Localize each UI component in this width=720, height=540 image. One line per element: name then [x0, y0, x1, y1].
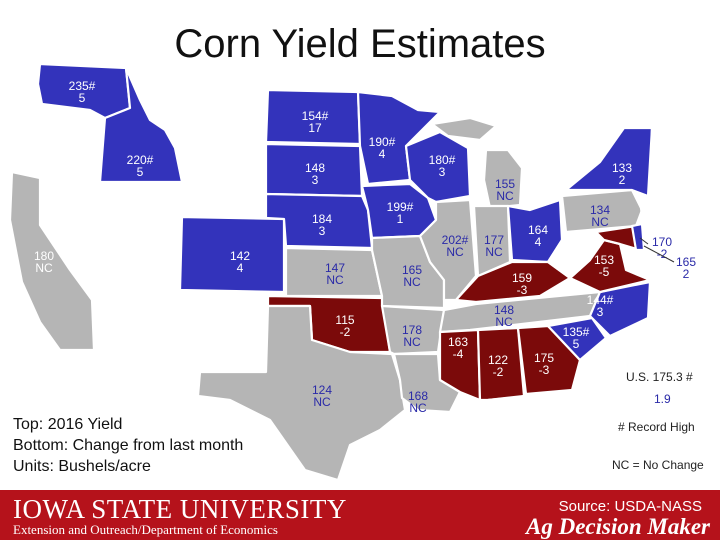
- label-NE: 184 3: [312, 212, 332, 238]
- label-WA: 235# 5: [69, 79, 96, 105]
- state-WV: [546, 230, 598, 280]
- state-New-England: [648, 98, 707, 198]
- label-ND: 154# 17: [302, 109, 329, 135]
- label-IL: 202# NC: [442, 233, 469, 259]
- map-title: Corn Yield Estimates: [174, 22, 546, 66]
- state-IL: [418, 198, 478, 302]
- label-IA: 199# 1: [387, 200, 414, 226]
- label-MI: 155 NC: [495, 177, 515, 203]
- label-NC: 144# 3: [587, 293, 614, 319]
- label-GA: 175 -3: [534, 351, 554, 377]
- leader-MD: [639, 237, 649, 245]
- state-OR: [10, 102, 107, 182]
- label-CA: 180 NC: [34, 249, 54, 275]
- note-units-line: Units: Bushels/acre: [13, 458, 151, 475]
- state-AZ: [90, 286, 182, 394]
- label-AL: 122 -2: [488, 353, 508, 379]
- state-NY: [564, 126, 654, 198]
- department-subtitle: Extension and Outreach/Department of Eco…: [13, 522, 278, 537]
- state-TX: [196, 304, 407, 482]
- label-ID: 220# 5: [127, 153, 154, 179]
- source-credit: Source: USDA-NASS: [558, 498, 702, 515]
- state-VA: [568, 238, 652, 294]
- note-bottom-line: Bottom: Change from last month: [13, 437, 244, 454]
- legend-us-change: 1.9: [654, 392, 671, 406]
- label-MO: 165 NC: [402, 263, 422, 289]
- legend-us-yield: U.S. 175.3 #: [626, 370, 693, 384]
- footer-bar: IOWA STATE UNIVERSITY Extension and Outr…: [0, 490, 720, 540]
- note-top-line: Top: 2016 Yield: [13, 416, 123, 433]
- brand-wordmark: Ag Decision Maker: [526, 514, 710, 539]
- notes-block: Top: 2016 Yield Bottom: Change from last…: [13, 414, 243, 477]
- state-ID: [98, 66, 184, 184]
- state-MI: [482, 148, 524, 210]
- state-SC: [546, 316, 608, 362]
- label-VA: 153 -5: [594, 253, 614, 279]
- label-PA: 134 NC: [590, 203, 610, 229]
- label-KS: 147 NC: [325, 261, 345, 287]
- state-GA: [516, 324, 582, 396]
- state-WY: [173, 146, 270, 220]
- label-MS: 163 -4: [448, 335, 468, 361]
- state-NJ: [638, 196, 656, 234]
- label-DE: 165 2: [676, 255, 696, 281]
- state-NE: [264, 192, 374, 250]
- label-KY: 159 -3: [512, 271, 532, 297]
- state-MD: [594, 224, 642, 252]
- label-TX: 124 NC: [312, 383, 332, 409]
- state-MS: [438, 328, 482, 402]
- state-UT: [96, 180, 184, 290]
- state-CO: [178, 215, 286, 294]
- label-TN: 148 NC: [494, 303, 514, 329]
- label-CO: 142 4: [230, 249, 250, 275]
- legend-no-change: NC = No Change: [612, 458, 704, 472]
- label-IN: 177 NC: [484, 233, 504, 259]
- state-MI-up: [430, 116, 498, 142]
- state-FL: [486, 390, 612, 480]
- state-LA: [392, 352, 462, 414]
- label-NY: 133 2: [612, 161, 632, 187]
- label-WI: 180# 3: [429, 153, 456, 179]
- label-AR: 178 NC: [402, 323, 422, 349]
- state-CA: [8, 170, 96, 352]
- label-MN: 190# 4: [369, 135, 396, 161]
- leader-DE: [643, 245, 675, 263]
- label-SD: 148 3: [305, 161, 325, 187]
- label-OK: 115 -2: [335, 313, 354, 339]
- label-OH: 164 4: [528, 223, 548, 249]
- legend-record-high: # Record High: [618, 420, 695, 434]
- label-MD: 170 -2: [652, 235, 672, 261]
- us-corn-yield-map: 235# 5 220# 5 180 NC 142 4 154# 17 148 3 184 3 …: [8, 64, 707, 482]
- state-DE: [630, 222, 646, 252]
- label-SC: 135# 5: [563, 325, 590, 351]
- university-wordmark: IOWA STATE UNIVERSITY: [13, 494, 347, 524]
- label-LA: 168 NC: [408, 389, 428, 415]
